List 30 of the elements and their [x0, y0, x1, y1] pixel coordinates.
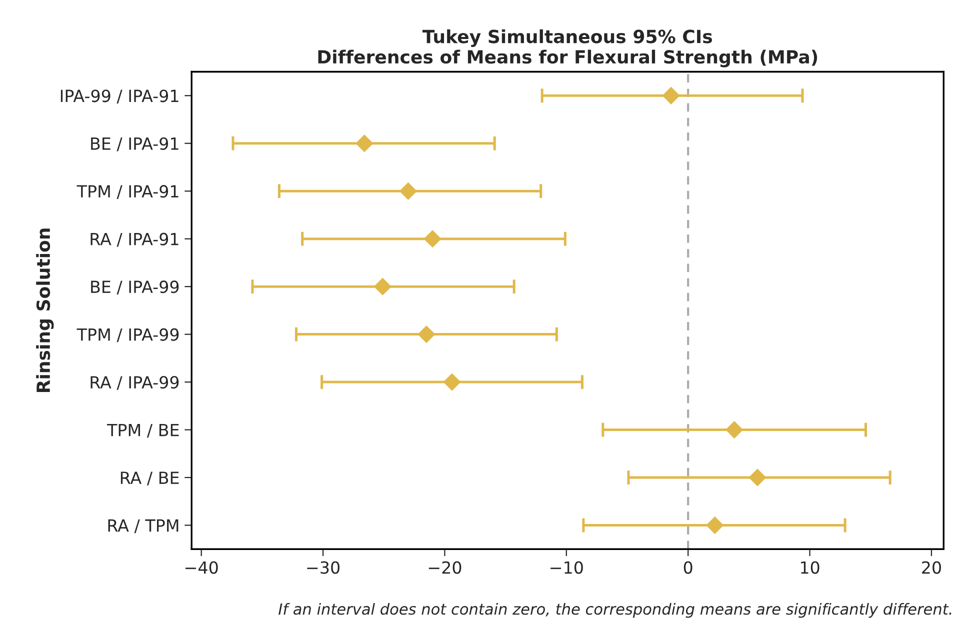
x-tick-label: −20 — [428, 561, 462, 574]
point — [443, 373, 461, 391]
point — [424, 230, 442, 248]
x-tick-label: 20 — [922, 561, 941, 574]
point — [748, 468, 766, 486]
y-tick-label: RA / IPA-91 — [90, 232, 178, 247]
text: If an interval does not contain zero, the corresponding means are significantly different. — [278, 602, 952, 618]
y-tick-label: TPM / IPA-91 — [76, 185, 178, 199]
y-tick-label: BE / IPA-91 — [91, 137, 178, 152]
chart-title: Tukey Simultaneous 95% CIs Differences of Means for Flexural Strength (MPa) — [318, 29, 818, 68]
point — [374, 278, 392, 296]
point — [356, 134, 373, 152]
x-tick-label: −40 — [186, 561, 218, 574]
point — [400, 182, 417, 200]
point — [706, 516, 724, 534]
x-tick-label: −30 — [307, 561, 340, 574]
point — [726, 421, 743, 438]
point — [418, 326, 436, 343]
x-tick-label: 0 — [684, 561, 692, 574]
y-tick-label: TPM / BE — [106, 424, 179, 438]
y-axis-title: Rinsing Solution — [36, 228, 54, 392]
point — [662, 87, 680, 104]
y-tick-label: RA / BE — [120, 472, 179, 486]
y-tick-label: RA / TPM — [108, 519, 178, 534]
y-tick-label: IPA-99 / IPA-91 — [60, 90, 178, 104]
x-tick-label: −10 — [550, 561, 583, 574]
y-tick-label: BE / IPA-99 — [91, 280, 179, 294]
x-tick-label: 10 — [801, 561, 820, 574]
y-tick-label: TPM / IPA-99 — [76, 328, 179, 342]
y-tick-label: RA / IPA-99 — [90, 376, 179, 390]
